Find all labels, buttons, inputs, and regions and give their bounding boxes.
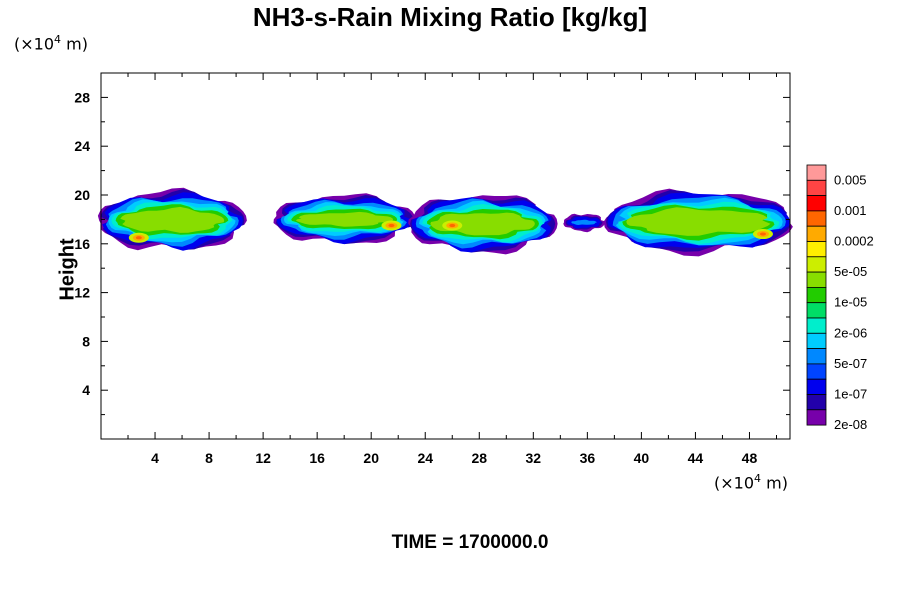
time-label: TIME = 1700000.0 (391, 532, 549, 553)
colorbar-swatch (806, 225, 827, 242)
colorbar-swatch (806, 409, 827, 426)
contour-peak-max (135, 236, 142, 240)
colorbar-swatch (806, 286, 827, 304)
colorbar-label: 2e-08 (834, 417, 867, 432)
colorbar-label: 1e-07 (834, 387, 867, 402)
colorbar-label: 1e-05 (834, 295, 867, 310)
x-tick-label: 8 (205, 450, 213, 466)
colorbar-label: 0.001 (834, 203, 867, 218)
x-tick-label: 44 (688, 450, 704, 466)
colorbar-label: 0.0002 (834, 234, 874, 249)
cloud-cloud-small (563, 213, 605, 233)
x-tick-label: 48 (742, 450, 758, 466)
colorbar-swatch (806, 210, 827, 227)
x-tick-label: 32 (526, 450, 542, 466)
colorbar-label: 5e-07 (834, 356, 867, 371)
cloud-cloud-center-left (273, 193, 416, 245)
contour-peak-max (388, 223, 395, 228)
contour-peak-max (759, 232, 766, 236)
colorbar-swatch (806, 271, 827, 288)
y-tick-label: 8 (82, 333, 90, 349)
colorbar-swatch (806, 332, 827, 349)
y-tick-label: 28 (74, 89, 90, 105)
colorbar-swatch (806, 256, 827, 273)
x-tick-label: 28 (471, 450, 487, 466)
colorbar-swatch (806, 378, 827, 395)
colorbar-label: 2e-06 (834, 325, 867, 340)
x-tick-label: 20 (363, 450, 379, 466)
contour-peak-max (449, 223, 456, 228)
colorbar: 0.005 0.001 0.0002 5e-05 1e-05 2e-06 5e-07 1e-0… (806, 164, 874, 432)
colorbar-label: 5e-05 (834, 264, 867, 279)
colorbar-swatch (806, 394, 827, 411)
y-tick-label: 20 (74, 187, 90, 203)
y-ticks: 4 8 12 16 20 24 28 (74, 89, 790, 416)
x-tick-label: 24 (417, 450, 433, 466)
chart-title: NH3-s-Rain Mixing Ratio [kg/kg] (252, 2, 648, 32)
y-tick-label: 24 (74, 138, 90, 154)
colorbar-swatch (806, 302, 827, 319)
colorbar-swatch (806, 195, 827, 212)
y-unit-label: (×104 m) (14, 33, 88, 54)
colorbar-swatch (806, 317, 827, 334)
x-tick-label: 36 (580, 450, 596, 466)
contour-fields (97, 187, 793, 257)
colorbar-swatch (806, 164, 827, 181)
colorbar-swatch (806, 348, 827, 365)
x-unit-label: (×104 m) (714, 472, 788, 493)
contour-band (295, 211, 394, 227)
contour-band (626, 207, 771, 236)
colorbar-swatch (806, 241, 827, 258)
cloud-cloud-right (603, 188, 793, 257)
colorbar-swatch (806, 363, 827, 380)
x-tick-label: 40 (634, 450, 650, 466)
y-tick-label: 4 (82, 382, 90, 398)
y-tick-label: 12 (74, 285, 90, 301)
cloud-cloud-left (97, 187, 247, 251)
colorbar-label: 0.005 (834, 172, 867, 187)
x-tick-label: 12 (255, 450, 271, 466)
y-tick-label: 16 (74, 236, 90, 252)
x-ticks: 4 8 12 16 20 24 28 32 36 40 44 48 (127, 73, 777, 466)
cloud-cloud-center (408, 195, 558, 255)
plot-frame (100, 72, 791, 440)
colorbar-swatch (806, 179, 827, 197)
contour-band (120, 206, 225, 233)
contour-band (571, 219, 597, 225)
x-tick-label: 4 (151, 450, 159, 466)
x-tick-label: 16 (309, 450, 325, 466)
